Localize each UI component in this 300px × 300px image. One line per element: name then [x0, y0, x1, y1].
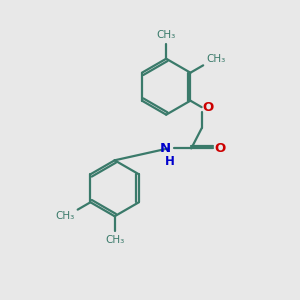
Text: N: N [160, 142, 171, 155]
Text: CH₃: CH₃ [105, 235, 124, 244]
Text: CH₃: CH₃ [56, 212, 75, 221]
Text: CH₃: CH₃ [206, 54, 226, 64]
Text: CH₃: CH₃ [157, 31, 176, 40]
Text: O: O [203, 101, 214, 114]
Text: H: H [165, 155, 175, 168]
Text: O: O [214, 142, 226, 155]
